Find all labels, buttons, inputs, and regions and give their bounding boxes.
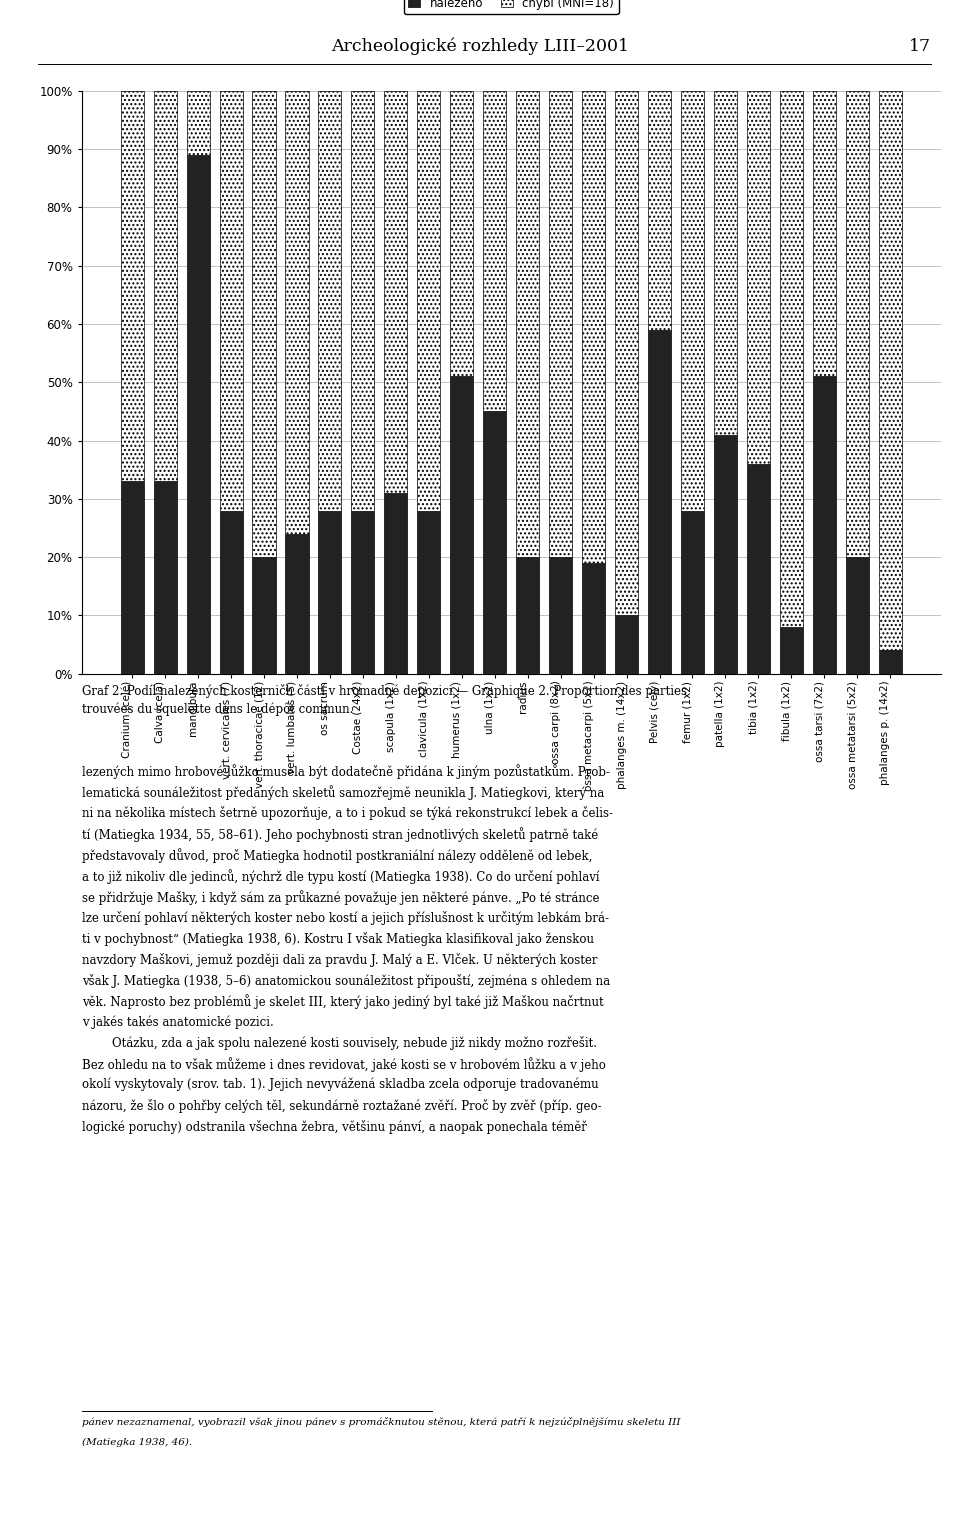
Bar bbox=[450, 91, 473, 377]
Bar bbox=[516, 91, 540, 557]
Text: okolí vyskytovaly (srov. tab. 1). Jejich nevyvážená skladba zcela odporuje trado: okolí vyskytovaly (srov. tab. 1). Jejich… bbox=[82, 1078, 598, 1092]
Bar bbox=[220, 510, 243, 674]
Bar bbox=[681, 510, 704, 674]
Text: 17: 17 bbox=[909, 38, 931, 55]
Bar bbox=[681, 91, 704, 510]
Bar bbox=[747, 463, 770, 674]
Bar bbox=[121, 481, 144, 674]
Bar bbox=[319, 510, 342, 674]
Bar bbox=[285, 91, 308, 534]
Bar bbox=[615, 615, 638, 674]
Bar bbox=[615, 91, 638, 615]
Bar bbox=[648, 330, 671, 674]
Text: lezených mimo hrobové lůžko musela být dodatečně přidána k jiným pozůstatkům. Pr: lezených mimo hrobové lůžko musela být d… bbox=[82, 765, 610, 780]
Bar bbox=[319, 91, 342, 510]
Bar bbox=[186, 154, 209, 674]
Bar bbox=[252, 91, 276, 557]
Bar bbox=[549, 557, 572, 674]
Text: se přidržuje Mašky, i když sám za průkazné považuje jen některé pánve. „Po té st: se přidržuje Mašky, i když sám za průkaz… bbox=[82, 890, 599, 905]
Bar bbox=[648, 91, 671, 330]
Bar bbox=[714, 91, 737, 435]
Text: Bez ohledu na to však můžeme i dnes revidovat, jaké kosti se v hrobovém lůžku a : Bez ohledu na to však můžeme i dnes revi… bbox=[82, 1057, 606, 1072]
Bar bbox=[220, 91, 243, 510]
Text: ni na několika místech šetrně upozorňuje, a to i pokud se týká rekonstrukcí lebe: ni na několika místech šetrně upozorňuje… bbox=[82, 807, 612, 821]
Bar bbox=[582, 91, 605, 563]
Bar bbox=[351, 91, 374, 510]
Bar bbox=[121, 91, 144, 481]
Bar bbox=[747, 91, 770, 463]
Bar bbox=[516, 557, 540, 674]
Bar bbox=[154, 91, 177, 481]
Text: Archeologické rozhledy LIII–2001: Archeologické rozhledy LIII–2001 bbox=[331, 38, 629, 56]
Legend: nalezeno, chybí (MNI=18): nalezeno, chybí (MNI=18) bbox=[404, 0, 618, 14]
Text: lze určení pohlaví některých koster nebo kostí a jejich příslušnost k určitým le: lze určení pohlaví některých koster nebo… bbox=[82, 911, 609, 925]
Bar bbox=[483, 412, 506, 674]
Bar bbox=[285, 534, 308, 674]
Text: představovaly důvod, proč Matiegka hodnotil postkraniální nálezy odděleně od leb: představovaly důvod, proč Matiegka hodno… bbox=[82, 848, 592, 863]
Bar bbox=[846, 91, 869, 557]
Bar bbox=[780, 627, 803, 674]
Bar bbox=[418, 91, 441, 510]
Text: navzdory Maškovi, jemuž později dali za pravdu J. Malý a E. Vlček. U některých k: navzdory Maškovi, jemuž později dali za … bbox=[82, 952, 597, 966]
Bar bbox=[450, 377, 473, 674]
Text: Graf 2. Podíl nalezených kosterničh částí v hromadné depozici — Graphique 2. Pro: Graf 2. Podíl nalezených kosterničh část… bbox=[82, 684, 686, 716]
Bar bbox=[846, 557, 869, 674]
Bar bbox=[384, 494, 407, 674]
Bar bbox=[813, 377, 836, 674]
Text: v jakés takés anatomické pozici.: v jakés takés anatomické pozici. bbox=[82, 1016, 274, 1030]
Bar bbox=[186, 91, 209, 154]
Text: (Matiegka 1938, 46).: (Matiegka 1938, 46). bbox=[82, 1438, 192, 1447]
Bar bbox=[252, 557, 276, 674]
Bar bbox=[878, 651, 901, 674]
Bar bbox=[351, 510, 374, 674]
Bar bbox=[154, 481, 177, 674]
Bar bbox=[418, 510, 441, 674]
Bar bbox=[582, 563, 605, 674]
Text: logické poruchy) odstranila všechna žebra, většinu pánví, a naopak ponechala tém: logické poruchy) odstranila všechna žebr… bbox=[82, 1120, 587, 1134]
Text: věk. Naprosto bez problémů je skelet III, který jako jediný byl také již Maškou : věk. Naprosto bez problémů je skelet III… bbox=[82, 995, 603, 1010]
Bar bbox=[483, 91, 506, 412]
Text: tí (Matiegka 1934, 55, 58–61). Jeho pochybnosti stran jednotlivých skeletů patrn: tí (Matiegka 1934, 55, 58–61). Jeho poch… bbox=[82, 827, 598, 842]
Bar bbox=[878, 91, 901, 651]
Text: názoru, že šlo o pohřby celých těl, sekundárně roztažané zvěří. Proč by zvěř (př: názoru, že šlo o pohřby celých těl, seku… bbox=[82, 1099, 601, 1113]
Bar bbox=[714, 435, 737, 674]
Bar bbox=[549, 91, 572, 557]
Text: pánev nezaznamenal, vyobrazil však jinou pánev s promáčknutou stěnou, která patř: pánev nezaznamenal, vyobrazil však jinou… bbox=[82, 1417, 680, 1428]
Text: Otázku, zda a jak spolu nalezené kosti souvisely, nebude již nikdy možno rozřeši: Otázku, zda a jak spolu nalezené kosti s… bbox=[82, 1036, 596, 1051]
Text: však J. Matiegka (1938, 5–6) anatomickou sounáležitost připouští, zejména s ohle: však J. Matiegka (1938, 5–6) anatomickou… bbox=[82, 974, 610, 987]
Bar bbox=[384, 91, 407, 494]
Text: ti v pochybnost“ (Matiegka 1938, 6). Kostru I však Matiegka klasifikoval jako že: ti v pochybnost“ (Matiegka 1938, 6). Kos… bbox=[82, 931, 593, 946]
Bar bbox=[780, 91, 803, 627]
Text: a to již nikoliv dle jedinců, nýchrž dle typu kostí (Matiegka 1938). Co do určen: a to již nikoliv dle jedinců, nýchrž dle… bbox=[82, 869, 599, 884]
Bar bbox=[813, 91, 836, 377]
Text: lematická sounáležitost předaných skeletů samozřejmě neunikla J. Matiegkovi, kte: lematická sounáležitost předaných skelet… bbox=[82, 786, 604, 801]
